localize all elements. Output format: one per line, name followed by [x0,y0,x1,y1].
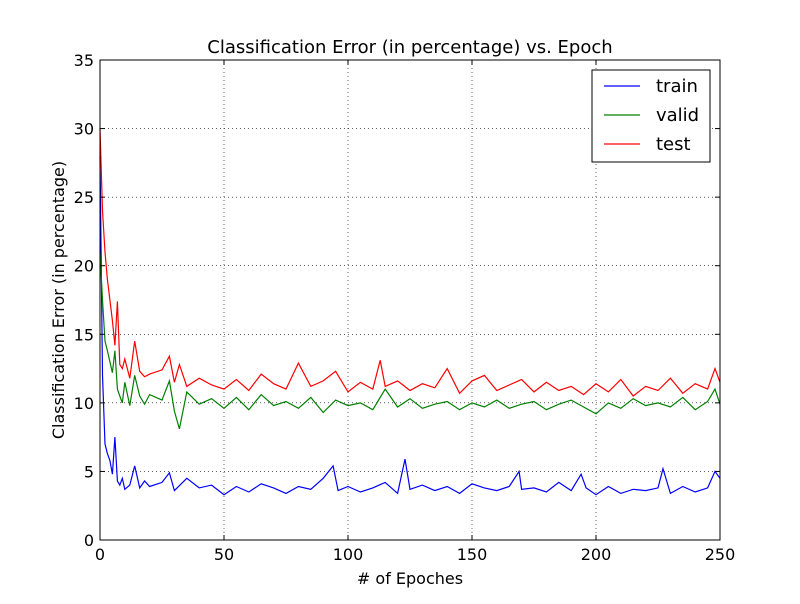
axis-ticks: 0 50 100 150 200 250 0 5 10 15 20 25 30 35 [74,51,736,564]
y-tick-label: 0 [84,531,94,550]
x-tick-label: 150 [457,545,488,564]
x-tick-label: 200 [581,545,612,564]
legend-label-valid: valid [656,105,699,126]
legend-box [591,69,711,163]
x-tick-label: 50 [214,545,234,564]
y-tick-label: 30 [74,120,94,139]
series-lines [99,128,721,496]
x-tick-label: 100 [333,545,364,564]
y-tick-label: 10 [74,394,94,413]
legend: train valid test [591,69,711,163]
plot-area-frame [99,59,721,541]
legend-label-test: test [656,134,691,155]
y-axis-label: Classification Error (in percentage) [49,161,68,439]
y-tick-label: 25 [74,188,94,207]
x-tick-label: 0 [95,545,105,564]
y-tick-label: 20 [74,257,94,276]
x-tick-label: 250 [705,545,736,564]
series-line-valid [99,251,721,430]
y-tick-label: 35 [74,51,94,70]
y-tick-label: 5 [84,462,94,481]
legend-label-train: train [656,76,698,97]
x-axis-label: # of Epoches [357,569,463,588]
y-tick-label: 15 [74,325,94,344]
series-line-test [99,128,721,397]
series-line-train [99,155,721,496]
chart-title: Classification Error (in percentage) vs.… [207,37,612,58]
